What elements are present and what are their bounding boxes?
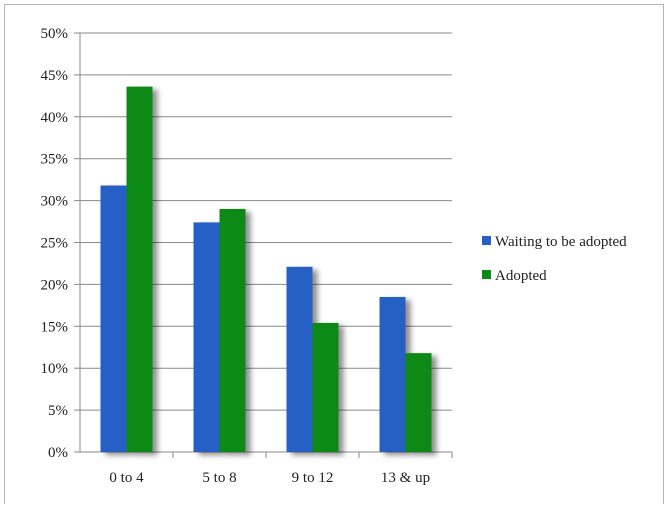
tick-labels: 0% 5% 10% 15% 20% 25% 30% 35% 40% 45% 50% 0 to 4 5 t… <box>41 26 431 486</box>
y-tick-label: 30% <box>41 194 69 210</box>
legend-label: Waiting to be adopted <box>495 234 627 250</box>
x-tick-label: 5 to 8 <box>202 470 236 486</box>
bar-waiting <box>193 222 220 452</box>
x-tick-label: 9 to 12 <box>292 470 334 486</box>
x-tick-label: 0 to 4 <box>109 470 144 486</box>
legend-swatch <box>482 236 491 245</box>
y-tick-label: 10% <box>41 361 69 377</box>
bar-adopted <box>219 208 246 452</box>
bars <box>100 86 432 453</box>
legend: Waiting to be adopted Adopted <box>482 234 627 284</box>
bar-waiting <box>286 266 313 452</box>
bar-waiting <box>100 185 127 453</box>
y-tick-label: 50% <box>41 26 69 42</box>
y-tick-label: 5% <box>48 403 68 419</box>
x-tick-label: 13 & up <box>381 470 430 486</box>
bar-waiting <box>379 296 406 452</box>
legend-swatch <box>482 270 491 279</box>
legend-label: Adopted <box>495 268 547 284</box>
y-tick-label: 35% <box>41 152 69 168</box>
bar-adopted <box>126 86 153 452</box>
y-tick-label: 40% <box>41 110 69 126</box>
y-tick-label: 0% <box>48 445 68 461</box>
y-tick-label: 25% <box>41 236 69 252</box>
y-tick-label: 20% <box>41 277 69 293</box>
bar-adopted <box>312 322 339 452</box>
y-tick-label: 15% <box>41 319 69 335</box>
bar-adopted <box>405 353 432 452</box>
y-tick-label: 45% <box>41 68 69 84</box>
chart-frame <box>4 4 664 504</box>
